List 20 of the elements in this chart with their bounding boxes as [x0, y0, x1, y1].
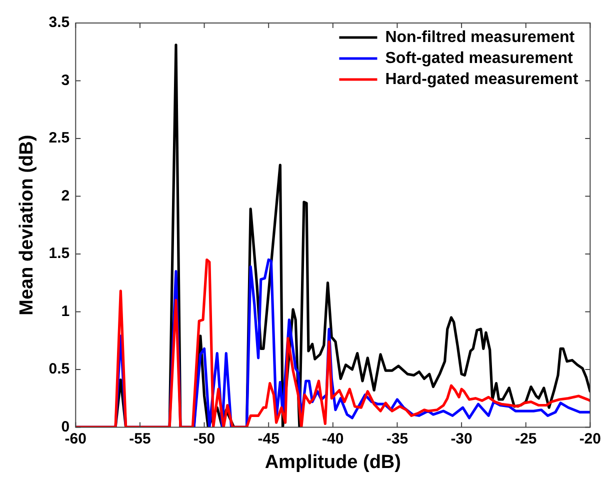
- legend-label: Non-filtred measurement: [385, 28, 576, 46]
- y-tick-label: 2.5: [48, 130, 70, 147]
- legend-label: Hard-gated measurement: [385, 70, 579, 88]
- x-tick-label: -55: [129, 430, 151, 448]
- y-tick-label: 0.5: [48, 360, 70, 378]
- y-tick-label: 1.5: [48, 245, 70, 262]
- x-tick-label: -35: [386, 430, 408, 448]
- y-tick-label: 3: [61, 72, 70, 89]
- y-tick-label: 2: [61, 187, 70, 204]
- x-tick-label: -45: [258, 430, 280, 448]
- y-tick-label: 3.5: [48, 14, 70, 32]
- x-axis-title: Amplitude (dB): [264, 452, 401, 473]
- y-axis-title: Mean deviation (dB): [16, 134, 38, 316]
- x-tick-label: -20: [579, 430, 602, 448]
- x-tick-label: -30: [450, 430, 472, 448]
- y-tick-label: 1: [61, 302, 70, 320]
- x-tick-label: -40: [322, 430, 344, 448]
- legend-label: Soft-gated measurement: [385, 50, 574, 67]
- x-tick-label: -50: [193, 430, 216, 448]
- x-tick-label: -25: [515, 430, 537, 448]
